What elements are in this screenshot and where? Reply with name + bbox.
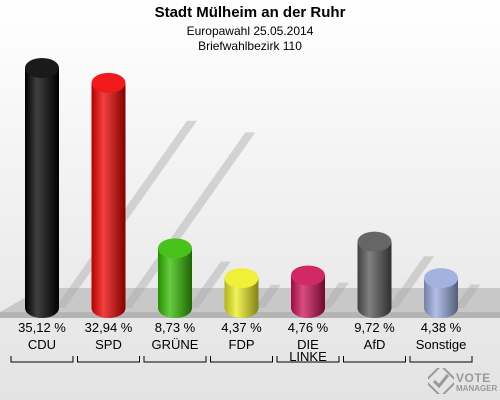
vote-manager-logo: VOTE MANAGER	[428, 368, 498, 396]
bar-top-sonstige	[424, 268, 458, 289]
value-label: 32,94 %	[85, 320, 133, 335]
bar-cdu	[25, 68, 59, 318]
bar-shadow	[121, 132, 256, 308]
chart-title: Stadt Mülheim an der Ruhr	[154, 4, 346, 21]
logo-text-manager: MANAGER	[456, 384, 498, 393]
category-label: Sonstige	[416, 337, 467, 352]
bar-shadow	[387, 256, 435, 308]
chart-subtitle-election: Europawahl 25.05.2014	[186, 24, 314, 38]
category-bracket	[10, 356, 74, 363]
category-label: AfD	[364, 337, 386, 352]
bar-top-cdu	[25, 58, 59, 78]
bar-gr-ne	[158, 248, 192, 318]
category-bracket	[276, 356, 340, 363]
value-label: 9,72 %	[354, 320, 395, 335]
category-bracket	[210, 356, 273, 363]
bar-afd	[357, 241, 392, 318]
checkmark-logo-icon	[428, 368, 454, 394]
bar-spd	[91, 82, 126, 318]
category-label: GRÜNE	[152, 337, 199, 352]
category-label: DIE	[297, 337, 319, 352]
bar-top-fdp	[224, 268, 259, 289]
bar-shadow	[188, 261, 231, 308]
logo-text-vote: VOTE	[456, 371, 491, 385]
bar-top-afd	[357, 231, 392, 252]
bar-top-spd	[91, 72, 126, 93]
category-label: SPD	[95, 337, 122, 352]
chart-subtitle-district: Briefwahlbezirk 110	[198, 39, 302, 53]
value-label: 8,73 %	[155, 320, 196, 335]
value-label: 4,76 %	[288, 320, 329, 335]
bar-top-die-linke	[291, 265, 325, 286]
category-bracket	[343, 356, 406, 363]
category-label: FDP	[229, 337, 255, 352]
category-bracket	[77, 356, 140, 363]
bar-die-linke	[291, 275, 325, 318]
bar-sonstige	[424, 278, 458, 318]
value-label: 4,37 %	[221, 320, 262, 335]
category-bracket	[409, 356, 473, 363]
value-label: 35,12 %	[18, 320, 66, 335]
value-label: 4,38 %	[421, 320, 462, 335]
category-bracket	[143, 356, 207, 363]
bar-top-gr-ne	[158, 238, 192, 259]
bar-shadow	[254, 284, 281, 308]
bar-shadow	[454, 284, 481, 308]
bar-shadow	[321, 282, 349, 308]
category-label: LINKE	[289, 349, 327, 364]
bar-fdp	[224, 278, 259, 318]
category-label: CDU	[28, 337, 56, 352]
bar-shadow	[55, 120, 197, 308]
